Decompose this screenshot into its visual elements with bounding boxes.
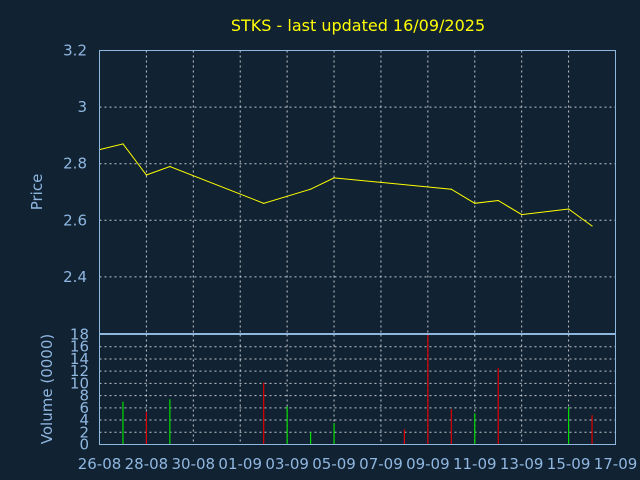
price-axis-label: Price — [28, 174, 46, 211]
price-point — [333, 177, 335, 179]
volume-y-tick-label: 2 — [79, 423, 89, 441]
price-y-tick-label: 2.6 — [63, 211, 87, 229]
volume-y-tick-label: 16 — [70, 338, 89, 356]
volume-y-tick-label: 18 — [70, 326, 89, 344]
x-tick-label: 17-09 — [594, 455, 638, 473]
x-tick-label: 26-08 — [78, 455, 122, 473]
price-point — [309, 188, 312, 190]
x-tick-label: 28-08 — [125, 455, 169, 473]
price-point — [521, 214, 523, 216]
volume-y-tick-label: 10 — [70, 374, 89, 392]
volume-y-tick-label: 6 — [79, 399, 89, 417]
volume-y-tick-label: 14 — [70, 350, 89, 368]
volume-bars — [122, 334, 593, 445]
x-tick-label: 03-09 — [265, 455, 309, 473]
x-tick-label: 05-09 — [312, 455, 356, 473]
x-tick-label: 15-09 — [547, 455, 591, 473]
volume-y-tick-label: 12 — [70, 362, 89, 380]
price-point — [591, 225, 593, 227]
x-tick-label: 09-09 — [406, 455, 450, 473]
price-point — [169, 165, 171, 168]
price-point — [567, 208, 570, 210]
volume-y-tick-label: 4 — [79, 411, 89, 429]
x-tick-label: 11-09 — [453, 455, 497, 473]
x-tick-label: 30-08 — [172, 455, 216, 473]
x-tick-label: 01-09 — [218, 455, 262, 473]
price-series — [98, 143, 593, 227]
price-line — [99, 143, 593, 227]
price-point — [263, 202, 265, 204]
price-panel-frame — [99, 50, 616, 334]
price-point — [497, 199, 499, 202]
price-point — [474, 202, 476, 204]
price-point — [450, 188, 452, 190]
x-tick-label: 13-09 — [500, 455, 544, 473]
volume-axis-label: Volume (0000) — [38, 334, 56, 444]
price-y-tick-label: 2.4 — [63, 268, 87, 286]
price-y-ticks: 2.4 2.6 2.8 3 3.2 — [63, 42, 87, 286]
volume-panel-frame — [99, 334, 616, 445]
volume-y-tick-label: 0 — [79, 436, 89, 454]
chart-title: STKS - last updated 16/09/2025 — [231, 16, 485, 35]
volume-y-tick-label: 8 — [79, 387, 89, 405]
x-tick-label: 07-09 — [359, 455, 403, 473]
price-y-tick-label: 3 — [77, 98, 87, 116]
price-point — [122, 143, 124, 145]
price-point — [145, 174, 148, 176]
x-ticks: 26-08 28-08 30-08 01-09 03-09 05-09 07-09 09-09… — [78, 455, 638, 473]
price-grid — [99, 50, 616, 334]
volume-grid — [99, 334, 616, 445]
price-y-tick-label: 2.8 — [63, 155, 87, 173]
price-y-tick-label: 3.2 — [63, 42, 87, 60]
